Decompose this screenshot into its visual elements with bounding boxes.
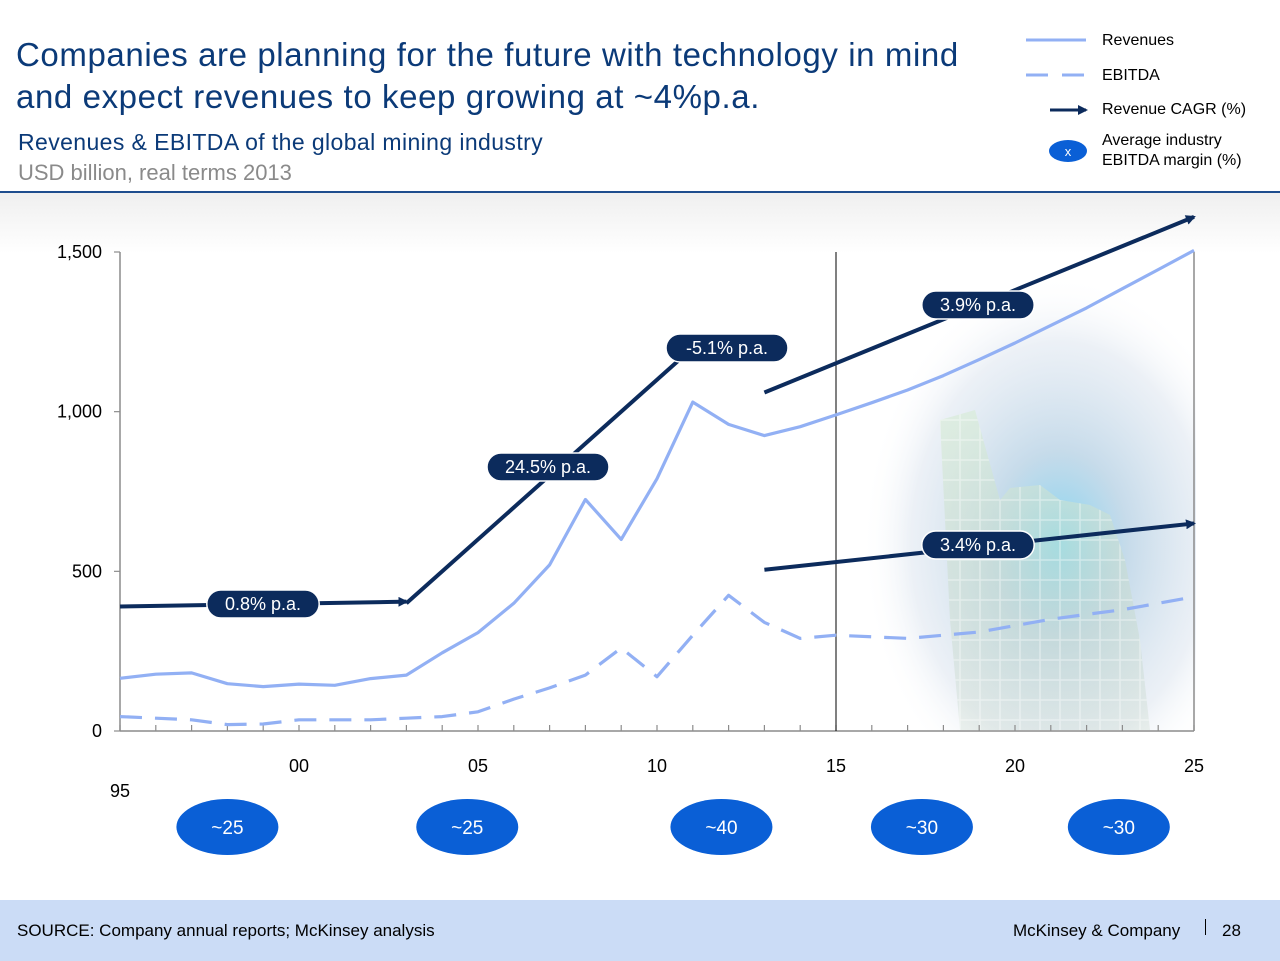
x-tick-label: 00	[289, 756, 309, 776]
revenues-series-line	[119, 248, 1195, 689]
legend-margin-label: Average industry EBITDA margin (%)	[1102, 131, 1242, 171]
cagr-label-pill	[921, 290, 1035, 320]
y-tick-label: 1,000	[57, 402, 102, 422]
chart-axes: 0 500 1,000 1,500 95 00 05 10 15 20 25	[57, 242, 1204, 801]
chart-subtitle: Revenues & EBITDA of the global mining i…	[18, 129, 544, 155]
ebitda-margin-bubble	[1067, 799, 1170, 855]
y-tick-label: 0	[92, 721, 102, 741]
legend-margin-bubble-icon	[1049, 140, 1087, 162]
ebitda-margin-value: ~25	[211, 818, 243, 839]
x-tick-label: 15	[826, 756, 846, 776]
hand-grid-pattern	[940, 410, 1150, 730]
y-tick-label: 1,500	[57, 242, 102, 262]
legend-margin-line2: EBITDA margin (%)	[1102, 152, 1242, 169]
ebitda-margin-bubbles: ~25 ~25 ~40 ~30 ~30	[176, 799, 1170, 855]
x-tick-label: 10	[647, 756, 667, 776]
ebitda-series-line	[119, 593, 1195, 727]
footer-bar	[0, 900, 1280, 961]
cagr-label-pill	[206, 589, 320, 619]
cagr-label-text: 3.4% p.a.	[940, 535, 1016, 555]
cagr-label-pill	[486, 452, 610, 482]
x-tick-label: 25	[1184, 756, 1204, 776]
x-tick-label: 05	[468, 756, 488, 776]
cagr-label-text: 0.8% p.a.	[225, 594, 301, 614]
source-note: SOURCE: Company annual reports; McKinsey…	[17, 921, 435, 940]
ebitda-margin-bubble	[670, 799, 773, 855]
technology-illustration	[836, 240, 1196, 730]
x-tick-label: 95	[110, 781, 130, 801]
header-divider	[0, 191, 1280, 193]
page-number: 28	[1222, 921, 1241, 940]
ebitda-margin-bubble	[416, 799, 519, 855]
y-tick-label: 500	[72, 561, 102, 581]
cagr-label-text: 3.9% p.a.	[940, 295, 1016, 315]
cagr-label-text: -5.1% p.a.	[686, 338, 768, 358]
cagr-annotations: 0.8% p.a. 24.5% p.a. -5.1% p.a. 3.9% p.a. 3.…	[119, 215, 1196, 619]
company-name: McKinsey & Company	[1013, 921, 1181, 940]
ebitda-margin-value: ~40	[705, 818, 737, 839]
legend-revenues-label: Revenues	[1102, 32, 1175, 49]
ebitda-margin-bubble	[870, 799, 973, 855]
chart-series	[119, 248, 1195, 727]
cagr-label-pill	[665, 333, 789, 363]
cagr-label-text: 24.5% p.a.	[505, 457, 591, 477]
x-tick-label: 20	[1005, 756, 1025, 776]
legend-ebitda-label: EBITDA	[1102, 67, 1160, 84]
ebitda-margin-bubble	[176, 799, 279, 855]
cagr-label-pill	[921, 530, 1035, 560]
legend-cagr-label: Revenue CAGR (%)	[1102, 101, 1247, 118]
page-number-separator	[1205, 919, 1206, 935]
legend-margin-marker: x	[1065, 144, 1072, 159]
chart-legend: x	[1026, 38, 1088, 162]
legend-margin-line1: Average industry	[1102, 132, 1222, 149]
chart-unit-label: USD billion, real terms 2013	[18, 160, 292, 185]
ebitda-margin-value: ~30	[1103, 818, 1135, 839]
ebitda-margin-value: ~25	[451, 818, 483, 839]
mining-revenue-chart: 0 500 1,000 1,500 95 00 05 10 15 20 25 0.8% p.a. 24…	[57, 38, 1204, 855]
ebitda-margin-value: ~30	[906, 818, 938, 839]
page-title: Companies are planning for the future wi…	[16, 36, 959, 115]
